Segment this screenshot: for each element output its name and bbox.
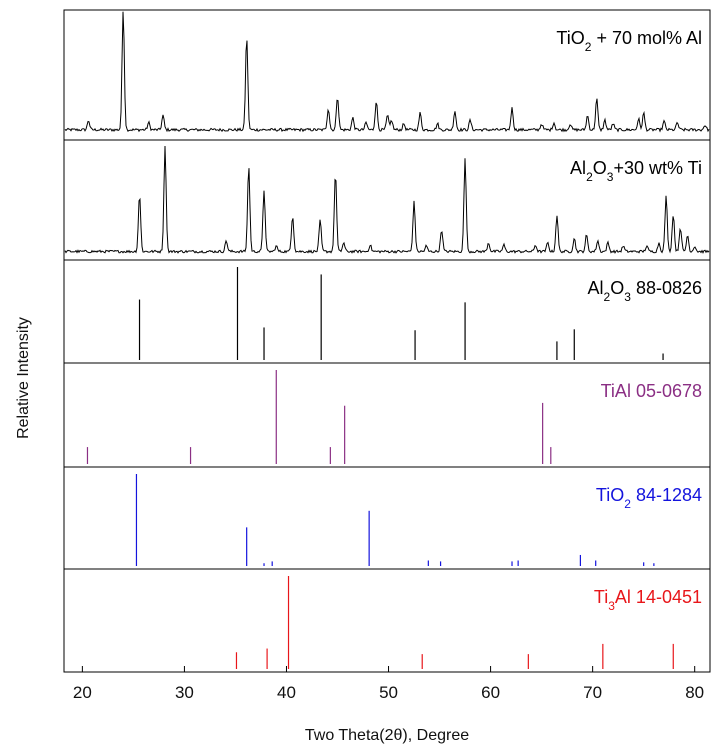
pattern-panel-4 bbox=[86, 370, 552, 464]
pattern-panel-5 bbox=[135, 474, 655, 566]
plot-frame bbox=[63, 9, 711, 673]
x-tick-label-20: 20 bbox=[73, 683, 92, 702]
pattern-panel-3 bbox=[138, 267, 664, 360]
x-tick-label-70: 70 bbox=[583, 683, 602, 702]
x-tick-label-30: 30 bbox=[175, 683, 194, 702]
panel-label-4: TiAl 05-0678 bbox=[601, 381, 702, 401]
panel-label-1: TiO2 + 70 mol% Al bbox=[556, 28, 702, 54]
panel-label-2: Al2O3+30 wt% Ti bbox=[570, 158, 702, 184]
panel-label-5: TiO2 84-1284 bbox=[596, 485, 702, 511]
panel-labels-layer: TiO2 + 70 mol% Al Al2O3+30 wt% Ti Al2O3 88… bbox=[556, 28, 702, 613]
x-tick-label-50: 50 bbox=[379, 683, 398, 702]
measured-pattern-trace-1 bbox=[64, 11, 710, 133]
y-axis-label: Relative Intensity bbox=[15, 317, 32, 439]
panels-layer bbox=[63, 9, 711, 673]
x-axis-ticks: 20 30 40 50 60 70 80 bbox=[73, 666, 704, 702]
panel-label-6: Ti3Al 14-0451 bbox=[594, 587, 702, 613]
pattern-panel-1 bbox=[64, 11, 710, 133]
pattern-panel-2 bbox=[64, 145, 710, 254]
pattern-panel-6 bbox=[235, 576, 674, 669]
x-axis-label: Two Theta(2θ), Degree bbox=[305, 727, 469, 744]
x-tick-label-60: 60 bbox=[481, 683, 500, 702]
x-tick-label-40: 40 bbox=[277, 683, 296, 702]
panel-label-3: Al2O3 88-0826 bbox=[588, 278, 702, 304]
measured-pattern-trace-2 bbox=[64, 145, 710, 254]
x-tick-label-80: 80 bbox=[685, 683, 704, 702]
